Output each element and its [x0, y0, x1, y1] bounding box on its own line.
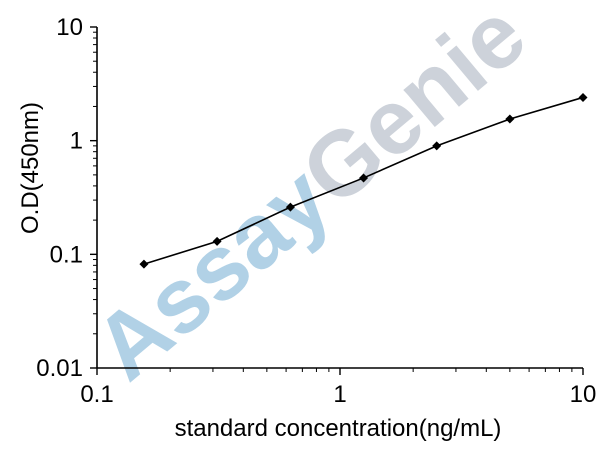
data-point — [359, 173, 369, 183]
data-point — [212, 236, 222, 246]
data-point — [285, 202, 295, 212]
y-tick-label: 1 — [70, 128, 83, 155]
y-tick-label: 10 — [56, 14, 83, 41]
data-point — [505, 114, 515, 124]
y-tick-label: 0.1 — [50, 241, 83, 268]
data-point — [578, 92, 588, 102]
x-tick-label: 0.1 — [80, 381, 113, 408]
plot-area — [139, 92, 588, 269]
x-tick-label: 1 — [333, 381, 346, 408]
watermark-genie: Genie — [283, 0, 544, 225]
data-point — [432, 141, 442, 151]
x-tick-label: 10 — [570, 381, 597, 408]
watermark-assay: Assay — [76, 147, 349, 399]
y-axis-title: O.D(450nm) — [17, 102, 44, 234]
data-point — [139, 259, 149, 269]
y-tick-label: 0.01 — [36, 355, 83, 382]
x-axis-title: standard concentration(ng/mL) — [175, 415, 502, 442]
